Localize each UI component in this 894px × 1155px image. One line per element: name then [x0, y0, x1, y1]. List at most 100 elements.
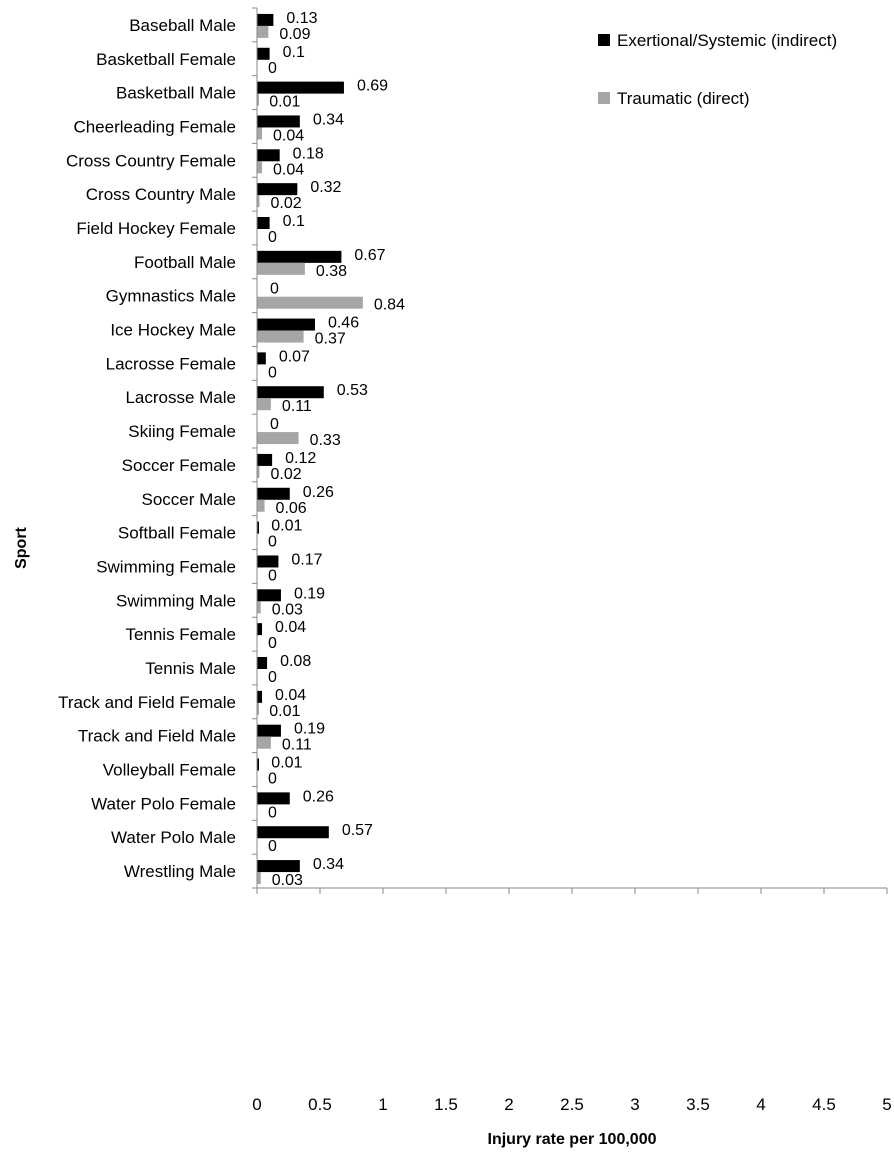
- bar-exertional: [257, 453, 273, 466]
- data-label-traumatic: 0: [268, 669, 277, 686]
- data-label-exertional: 0.12: [285, 450, 316, 467]
- x-tick-label: 4: [756, 1095, 765, 1114]
- category-label: Volleyball Female: [103, 761, 236, 780]
- data-label-traumatic: 0.03: [272, 872, 303, 889]
- x-tick-label: 2: [504, 1095, 513, 1114]
- data-label-exertional: 0: [270, 281, 279, 298]
- category-label: Tennis Male: [145, 659, 236, 678]
- bar-traumatic: [257, 262, 305, 275]
- category-label: Cross Country Female: [66, 151, 236, 170]
- legend-label: Exertional/Systemic (indirect): [617, 31, 837, 50]
- x-tick-label: 2.5: [560, 1095, 584, 1114]
- data-label-traumatic: 0: [268, 534, 277, 551]
- data-label-exertional: 0.01: [271, 518, 302, 535]
- data-label-traumatic: 0: [268, 804, 277, 821]
- x-tick-label: 5: [882, 1095, 891, 1114]
- bar-traumatic: [257, 398, 271, 411]
- bar-exertional: [257, 657, 268, 669]
- x-tick-label: 3.5: [686, 1095, 710, 1114]
- category-label: Swimming Female: [96, 557, 236, 576]
- data-label-traumatic: 0.02: [271, 466, 302, 483]
- category-label: Baseball Male: [129, 16, 236, 35]
- category-label: Field Hockey Female: [76, 219, 236, 238]
- category-label: Track and Field Female: [58, 693, 236, 712]
- bar-traumatic: [257, 499, 265, 512]
- category-label: Tennis Female: [125, 625, 236, 644]
- bar-traumatic: [257, 601, 261, 614]
- category-label: Swimming Male: [116, 591, 236, 610]
- bar-exertional: [257, 13, 274, 26]
- data-label-exertional: 0: [270, 416, 279, 433]
- bar-traumatic: [257, 872, 261, 885]
- data-label-traumatic: 0.11: [282, 737, 312, 754]
- category-label: Basketball Male: [116, 84, 236, 103]
- category-label: Ice Hockey Male: [110, 321, 236, 340]
- bar-exertional: [257, 217, 270, 229]
- bar-exertional: [257, 589, 281, 602]
- data-label-traumatic: 0.01: [269, 94, 300, 111]
- category-label: Softball Female: [118, 524, 236, 543]
- bar-exertional: [257, 623, 263, 636]
- labels-group: Baseball Male 0.130.09 Basketball Female 0.…: [58, 10, 405, 889]
- x-tick-label: 1.5: [434, 1095, 458, 1114]
- category-label: Soccer Female: [122, 456, 236, 475]
- data-label-traumatic: 0.37: [315, 331, 346, 348]
- data-label-traumatic: 0: [268, 771, 277, 788]
- category-label: Lacrosse Male: [125, 388, 236, 407]
- data-label-traumatic: 0.04: [273, 161, 304, 178]
- bar-traumatic: [257, 93, 259, 106]
- bars-group: [257, 13, 363, 885]
- x-tick-label: 0: [252, 1095, 261, 1114]
- bar-exertional: [257, 690, 263, 703]
- bar-traumatic: [257, 161, 263, 174]
- data-label-exertional: 0.34: [313, 856, 344, 873]
- bar-exertional: [257, 81, 344, 94]
- data-label-exertional: 0.04: [275, 687, 306, 704]
- category-label: Skiing Female: [128, 422, 236, 441]
- data-label-exertional: 0.07: [279, 348, 310, 365]
- data-label-exertional: 0.01: [271, 755, 302, 772]
- data-label-exertional: 0.46: [328, 315, 359, 332]
- category-label: Cheerleading Female: [73, 117, 236, 136]
- data-label-traumatic: 0.38: [316, 263, 347, 280]
- bar-exertional: [257, 386, 324, 399]
- data-label-exertional: 0.17: [291, 551, 322, 568]
- bar-exertional: [257, 318, 315, 331]
- category-label: Water Polo Female: [91, 794, 236, 813]
- data-label-exertional: 0.19: [294, 721, 325, 738]
- bar-traumatic: [257, 736, 271, 749]
- bar-exertional: [257, 521, 259, 534]
- data-label-exertional: 0.26: [303, 788, 334, 805]
- data-label-exertional: 0.69: [357, 78, 388, 95]
- legend-label: Traumatic (direct): [617, 89, 750, 108]
- legend-swatch: [598, 92, 610, 104]
- data-label-exertional: 0.1: [283, 44, 305, 61]
- legend-item-traumatic: Traumatic (direct): [598, 89, 750, 108]
- category-label: Football Male: [134, 253, 236, 272]
- category-label: Water Polo Male: [111, 828, 236, 847]
- bar-exertional: [257, 352, 266, 365]
- data-label-exertional: 0.04: [275, 619, 306, 636]
- data-label-traumatic: 0.04: [273, 127, 304, 144]
- data-label-exertional: 0.34: [313, 111, 344, 128]
- y-axis-title: Sport: [13, 526, 30, 568]
- legend-swatch: [598, 34, 610, 46]
- bar-traumatic: [257, 25, 269, 38]
- data-label-exertional: 0.26: [303, 484, 334, 501]
- category-label: Gymnastics Male: [106, 287, 236, 306]
- bar-exertional: [257, 792, 290, 805]
- data-label-exertional: 0.19: [294, 585, 325, 602]
- bar-traumatic: [257, 432, 299, 445]
- bar-exertional: [257, 183, 298, 196]
- data-label-exertional: 0.18: [293, 145, 324, 162]
- data-label-traumatic: 0: [268, 229, 277, 246]
- data-label-exertional: 0.13: [286, 10, 317, 27]
- bar-exertional: [257, 860, 300, 873]
- data-label-traumatic: 0: [268, 364, 277, 381]
- category-label: Wrestling Male: [124, 862, 236, 881]
- data-label-traumatic: 0.11: [282, 398, 312, 415]
- bar-exertional: [257, 149, 280, 162]
- bar-exertional: [257, 47, 270, 60]
